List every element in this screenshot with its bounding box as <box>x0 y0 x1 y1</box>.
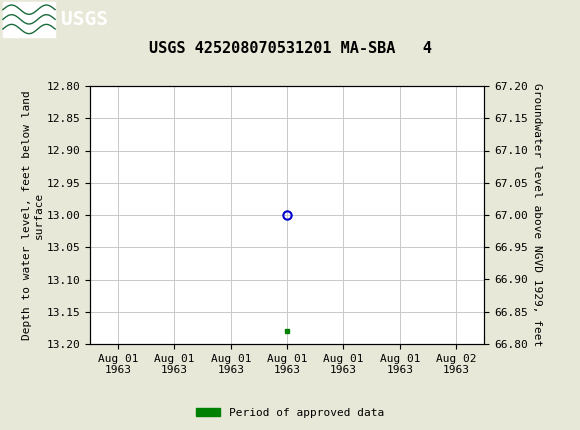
Bar <box>3 2 55 37</box>
Y-axis label: Groundwater level above NGVD 1929, feet: Groundwater level above NGVD 1929, feet <box>532 83 542 347</box>
Text: USGS: USGS <box>61 10 108 29</box>
Legend: Period of approved data: Period of approved data <box>191 403 389 422</box>
Text: USGS 425208070531201 MA-SBA   4: USGS 425208070531201 MA-SBA 4 <box>148 41 432 56</box>
Y-axis label: Depth to water level, feet below land
surface: Depth to water level, feet below land su… <box>22 90 44 340</box>
